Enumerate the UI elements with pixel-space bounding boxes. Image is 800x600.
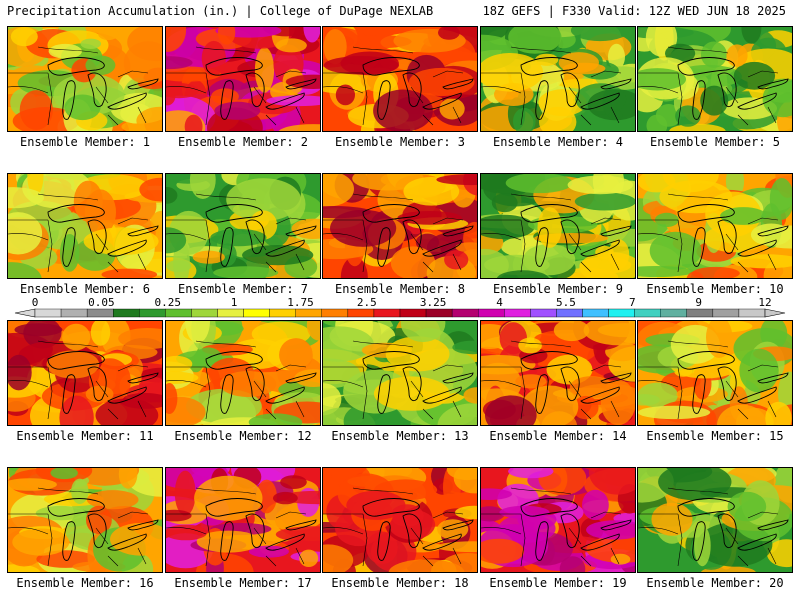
ensemble-map-panel (322, 467, 478, 573)
ensemble-member-caption: Ensemble Member: 10 (646, 282, 784, 296)
ensemble-map-panel (322, 320, 478, 426)
ensemble-map-panel (322, 26, 478, 132)
colorbar-tick-label: 1 (230, 296, 238, 309)
colorbar-tick-label: 1.75 (287, 296, 314, 309)
ensemble-map-panel (165, 467, 321, 573)
colorbar-tick-label: 2.5 (356, 296, 377, 309)
ensemble-member-caption: Ensemble Member: 3 (334, 135, 466, 149)
ensemble-member-caption: Ensemble Member: 18 (331, 576, 469, 590)
ensemble-member-caption: Ensemble Member: 5 (649, 135, 781, 149)
ensemble-map-panel (7, 26, 163, 132)
colorbar-tick-label: 12 (758, 296, 772, 309)
ensemble-member-caption: Ensemble Member: 8 (334, 282, 466, 296)
header-title: Precipitation Accumulation (in.) | Colle… (7, 4, 434, 18)
ensemble-map-panel (480, 26, 636, 132)
ensemble-member-caption: Ensemble Member: 9 (492, 282, 624, 296)
ensemble-member-caption: Ensemble Member: 4 (492, 135, 624, 149)
colorbar-tick-label: 0.25 (154, 296, 181, 309)
ensemble-member-caption: Ensemble Member: 2 (177, 135, 309, 149)
ensemble-member-caption: Ensemble Member: 13 (331, 429, 469, 443)
colorbar-tick-label: 9 (695, 296, 702, 309)
ensemble-member-caption: Ensemble Member: 19 (489, 576, 627, 590)
colorbar-tick-label: 4 (496, 296, 503, 309)
ensemble-map-panel (637, 26, 793, 132)
ensemble-map-panel (637, 320, 793, 426)
colorbar-tick-label: 0 (31, 296, 39, 309)
ensemble-member-caption: Ensemble Member: 20 (646, 576, 784, 590)
colorbar (14, 308, 786, 318)
colorbar-tick-label: 3.25 (419, 296, 447, 309)
ensemble-member-caption: Ensemble Member: 6 (19, 282, 151, 296)
ensemble-member-caption: Ensemble Member: 7 (177, 282, 309, 296)
ensemble-member-caption: Ensemble Member: 14 (489, 429, 627, 443)
ensemble-map-panel (165, 173, 321, 279)
colorbar-tick-label: 7 (628, 296, 636, 309)
ensemble-member-caption: Ensemble Member: 16 (16, 576, 154, 590)
colorbar-tick-label: 0.05 (88, 296, 115, 309)
ensemble-map-panel (7, 467, 163, 573)
ensemble-map-panel (637, 173, 793, 279)
ensemble-member-caption: Ensemble Member: 1 (19, 135, 151, 149)
ensemble-map-panel (480, 320, 636, 426)
ensemble-map-panel (7, 320, 163, 426)
header-run-info: 18Z GEFS | F330 Valid: 12Z WED JUN 18 20… (482, 4, 786, 18)
ensemble-map-panel (322, 173, 478, 279)
ensemble-map-panel (165, 26, 321, 132)
colorbar-tick-label: 5.5 (555, 296, 576, 309)
ensemble-map-panel (480, 467, 636, 573)
ensemble-map-panel (7, 173, 163, 279)
ensemble-member-caption: Ensemble Member: 12 (174, 429, 312, 443)
ensemble-map-panel (480, 173, 636, 279)
ensemble-member-caption: Ensemble Member: 17 (174, 576, 312, 590)
ensemble-map-panel (165, 320, 321, 426)
ensemble-member-caption: Ensemble Member: 15 (646, 429, 784, 443)
ensemble-map-panel (637, 467, 793, 573)
ensemble-member-caption: Ensemble Member: 11 (16, 429, 154, 443)
